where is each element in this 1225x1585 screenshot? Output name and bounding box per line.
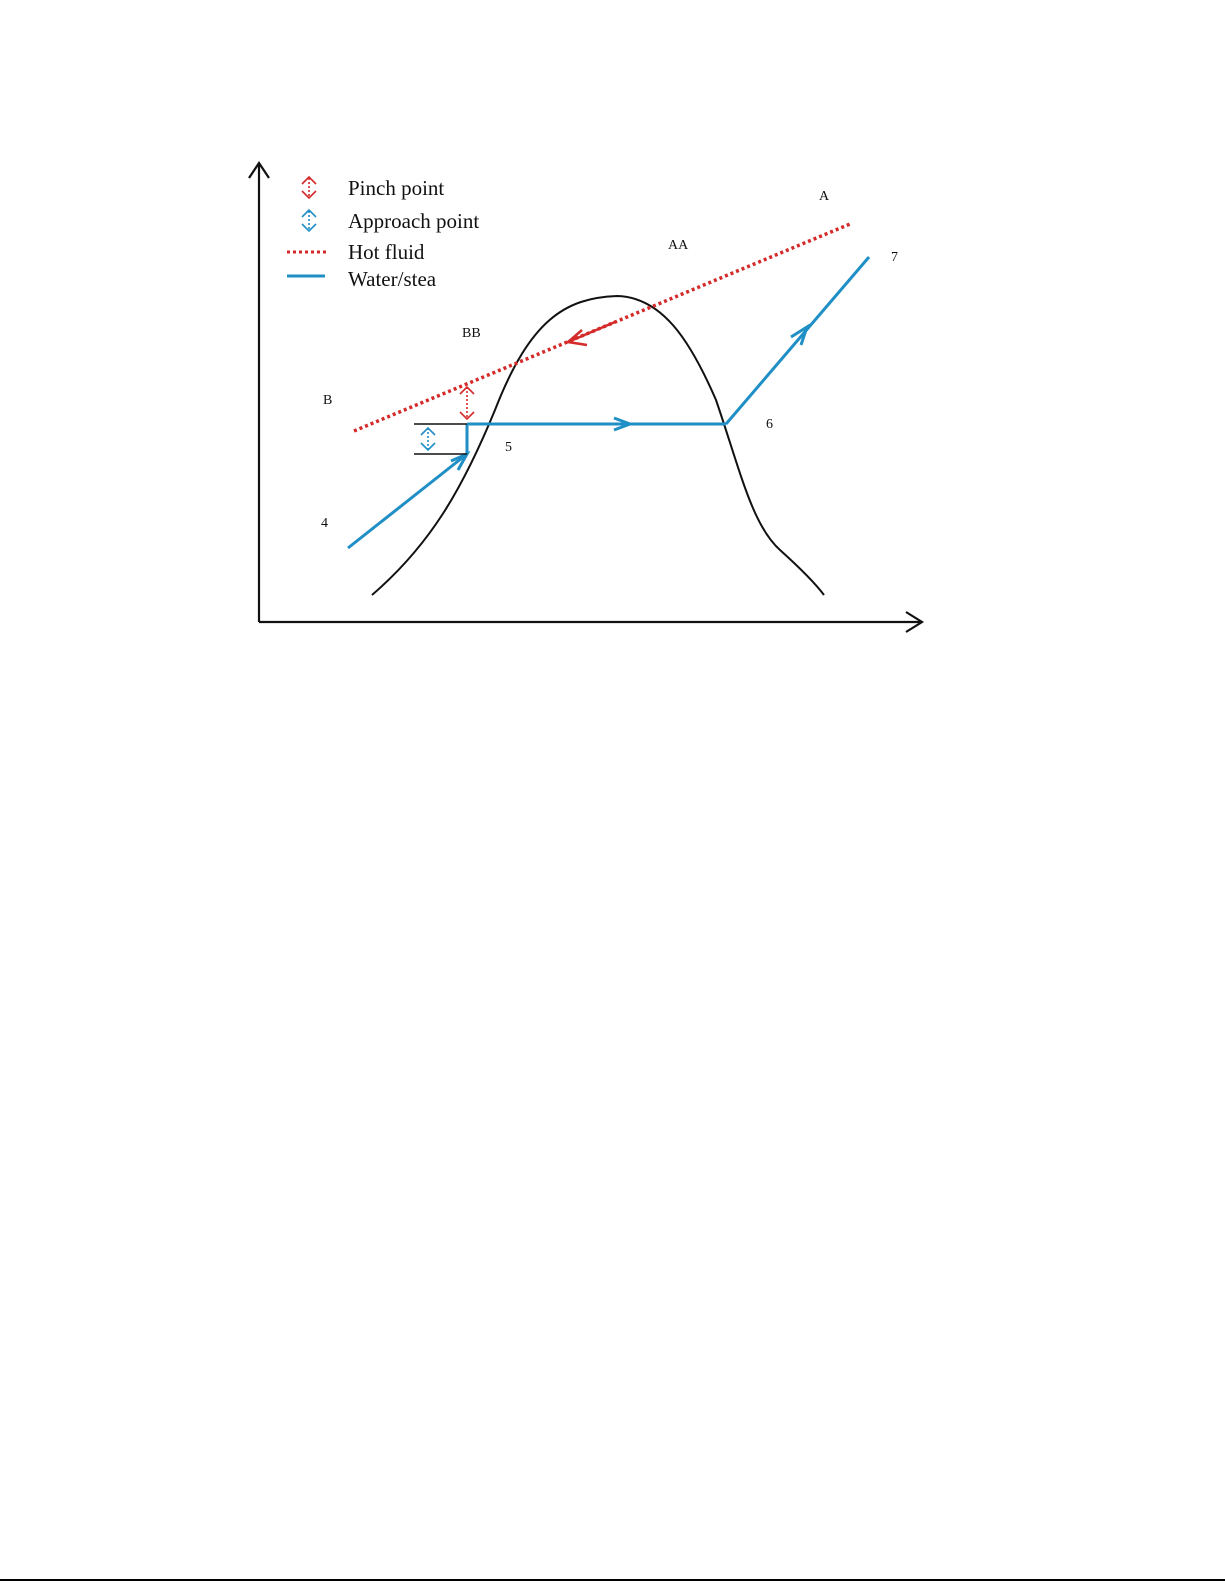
label-B: B xyxy=(323,393,332,408)
pinch-point-marker-icon xyxy=(459,385,475,421)
legend-water-label: Water/stea xyxy=(348,267,437,291)
hot-fluid-direction-arrow xyxy=(565,320,616,347)
axes xyxy=(248,161,925,633)
label-7: 7 xyxy=(891,250,898,265)
label-4: 4 xyxy=(321,516,328,531)
segment-6-7 xyxy=(724,256,871,425)
legend-approach-label: Approach point xyxy=(348,209,479,233)
y-axis-arrowhead xyxy=(248,161,270,179)
legend: Pinch point Approach point Hot fluid Wat… xyxy=(287,175,479,291)
water-steam-line xyxy=(347,256,871,550)
x-axis-arrowhead xyxy=(905,611,925,633)
saturation-dome xyxy=(371,294,825,596)
label-A: A xyxy=(819,189,830,204)
approach-point-marker-icon xyxy=(420,426,436,452)
approach-bracket xyxy=(414,423,467,455)
label-5: 5 xyxy=(505,440,512,455)
label-BB: BB xyxy=(462,326,481,341)
label-AA: AA xyxy=(668,238,689,253)
segment-4-5 xyxy=(347,452,468,550)
legend-pinch-icon xyxy=(301,175,317,200)
page-bottom-rule xyxy=(0,1579,1225,1581)
arrow-6-7 xyxy=(790,323,810,346)
legend-pinch-label: Pinch point xyxy=(348,176,444,200)
legend-approach-icon xyxy=(301,208,317,233)
label-6: 6 xyxy=(766,417,773,432)
legend-hot-fluid-label: Hot fluid xyxy=(348,240,425,264)
arrow-5-6 xyxy=(613,416,635,432)
